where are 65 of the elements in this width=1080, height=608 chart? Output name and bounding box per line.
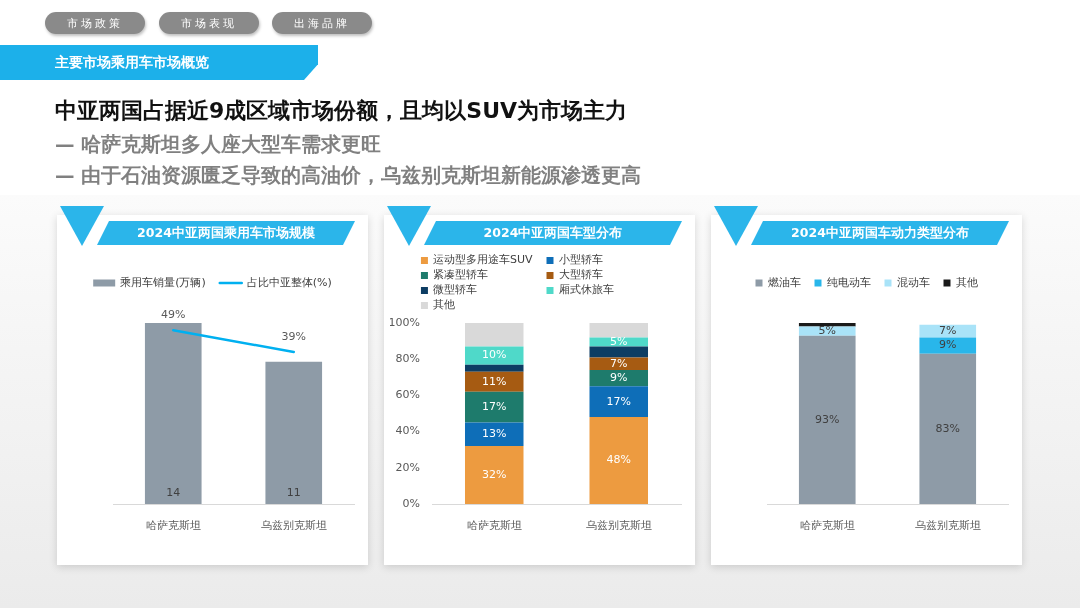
y-tick-label: 20% <box>395 460 420 474</box>
bar <box>589 337 649 347</box>
bar <box>464 391 524 423</box>
data-label: 11 <box>286 485 301 499</box>
data-label: 32% <box>482 467 507 481</box>
text: 中亚两国占据近9成区域市场份额，且均以SUV为市场主力 <box>55 97 628 125</box>
data-label: 48% <box>606 453 631 467</box>
bar <box>919 337 977 354</box>
data-label: 10% <box>482 348 507 362</box>
bar <box>589 357 649 371</box>
legend-label: 大型轿车 <box>558 268 603 282</box>
data-label: 17% <box>482 400 507 414</box>
bar <box>464 371 524 392</box>
text: 主要市场乘用车市场概览 <box>55 53 209 72</box>
y-tick-label: 60% <box>395 388 420 402</box>
legend-label: 运动型多用途车SUV <box>432 253 533 267</box>
bar <box>589 386 649 418</box>
bar <box>464 422 524 447</box>
data-label: 11% <box>482 374 507 388</box>
bar <box>919 353 977 504</box>
y-tick-label: 80% <box>395 352 420 366</box>
legend-label: 其他 <box>432 298 455 312</box>
bar <box>798 323 856 327</box>
legend-label: 紧凑型轿车 <box>432 268 488 282</box>
bar <box>464 446 524 504</box>
bar <box>589 323 649 338</box>
data-label: 5% <box>610 334 628 348</box>
data-label: 93% <box>815 412 840 426</box>
data-label: 83% <box>935 421 960 435</box>
legend-label: 其他 <box>955 275 978 289</box>
data-label: 7% <box>939 324 957 337</box>
legend-label: 微型轿车 <box>432 283 477 297</box>
data-label: 14 <box>166 485 181 499</box>
tab: 出海品牌 <box>272 12 372 34</box>
legend-label: 厢式休旅车 <box>558 283 614 297</box>
bar <box>464 323 524 347</box>
legend-label: 占比中亚整体(%) <box>246 275 332 289</box>
data-label: 17% <box>606 394 631 408</box>
legend-label: 纯电动车 <box>826 275 871 289</box>
data-label: 7% <box>610 356 628 370</box>
data-label: 49% <box>161 308 186 322</box>
bar <box>464 364 524 372</box>
y-tick-label: 0% <box>402 496 420 510</box>
legend-label: 小型轿车 <box>558 253 603 267</box>
legend-label: 混动车 <box>896 275 930 289</box>
legend-label: 乘用车销量(万辆) <box>120 275 206 289</box>
data-label: 9% <box>939 338 957 352</box>
bar <box>798 335 856 504</box>
chart-title: 2024中亚两国车动力类型分布 <box>791 224 969 242</box>
legend-label: 燃油车 <box>767 275 801 289</box>
chart-title: 2024中亚两国乘用车市场规模 <box>137 224 315 242</box>
data-label: 39% <box>281 329 306 343</box>
chart-title: 2024中亚两国车型分布 <box>483 224 623 242</box>
y-tick-label: 40% <box>395 424 420 438</box>
bar <box>589 370 649 387</box>
bar <box>589 346 649 358</box>
data-label: 5% <box>818 324 836 337</box>
data-label: 9% <box>610 371 628 385</box>
bar <box>464 346 524 365</box>
text: — 哈萨克斯坦多人座大型车需求更旺 — 由于石油资源匮乏导致的高油价，乌兹别克斯坦新能源渗透更高 <box>55 132 642 189</box>
bar <box>589 417 649 504</box>
tab: 市场政策 <box>45 12 145 34</box>
tab: 市场表现 <box>158 12 259 34</box>
y-tick-label: 100% <box>388 315 420 329</box>
data-label: 13% <box>482 427 507 441</box>
